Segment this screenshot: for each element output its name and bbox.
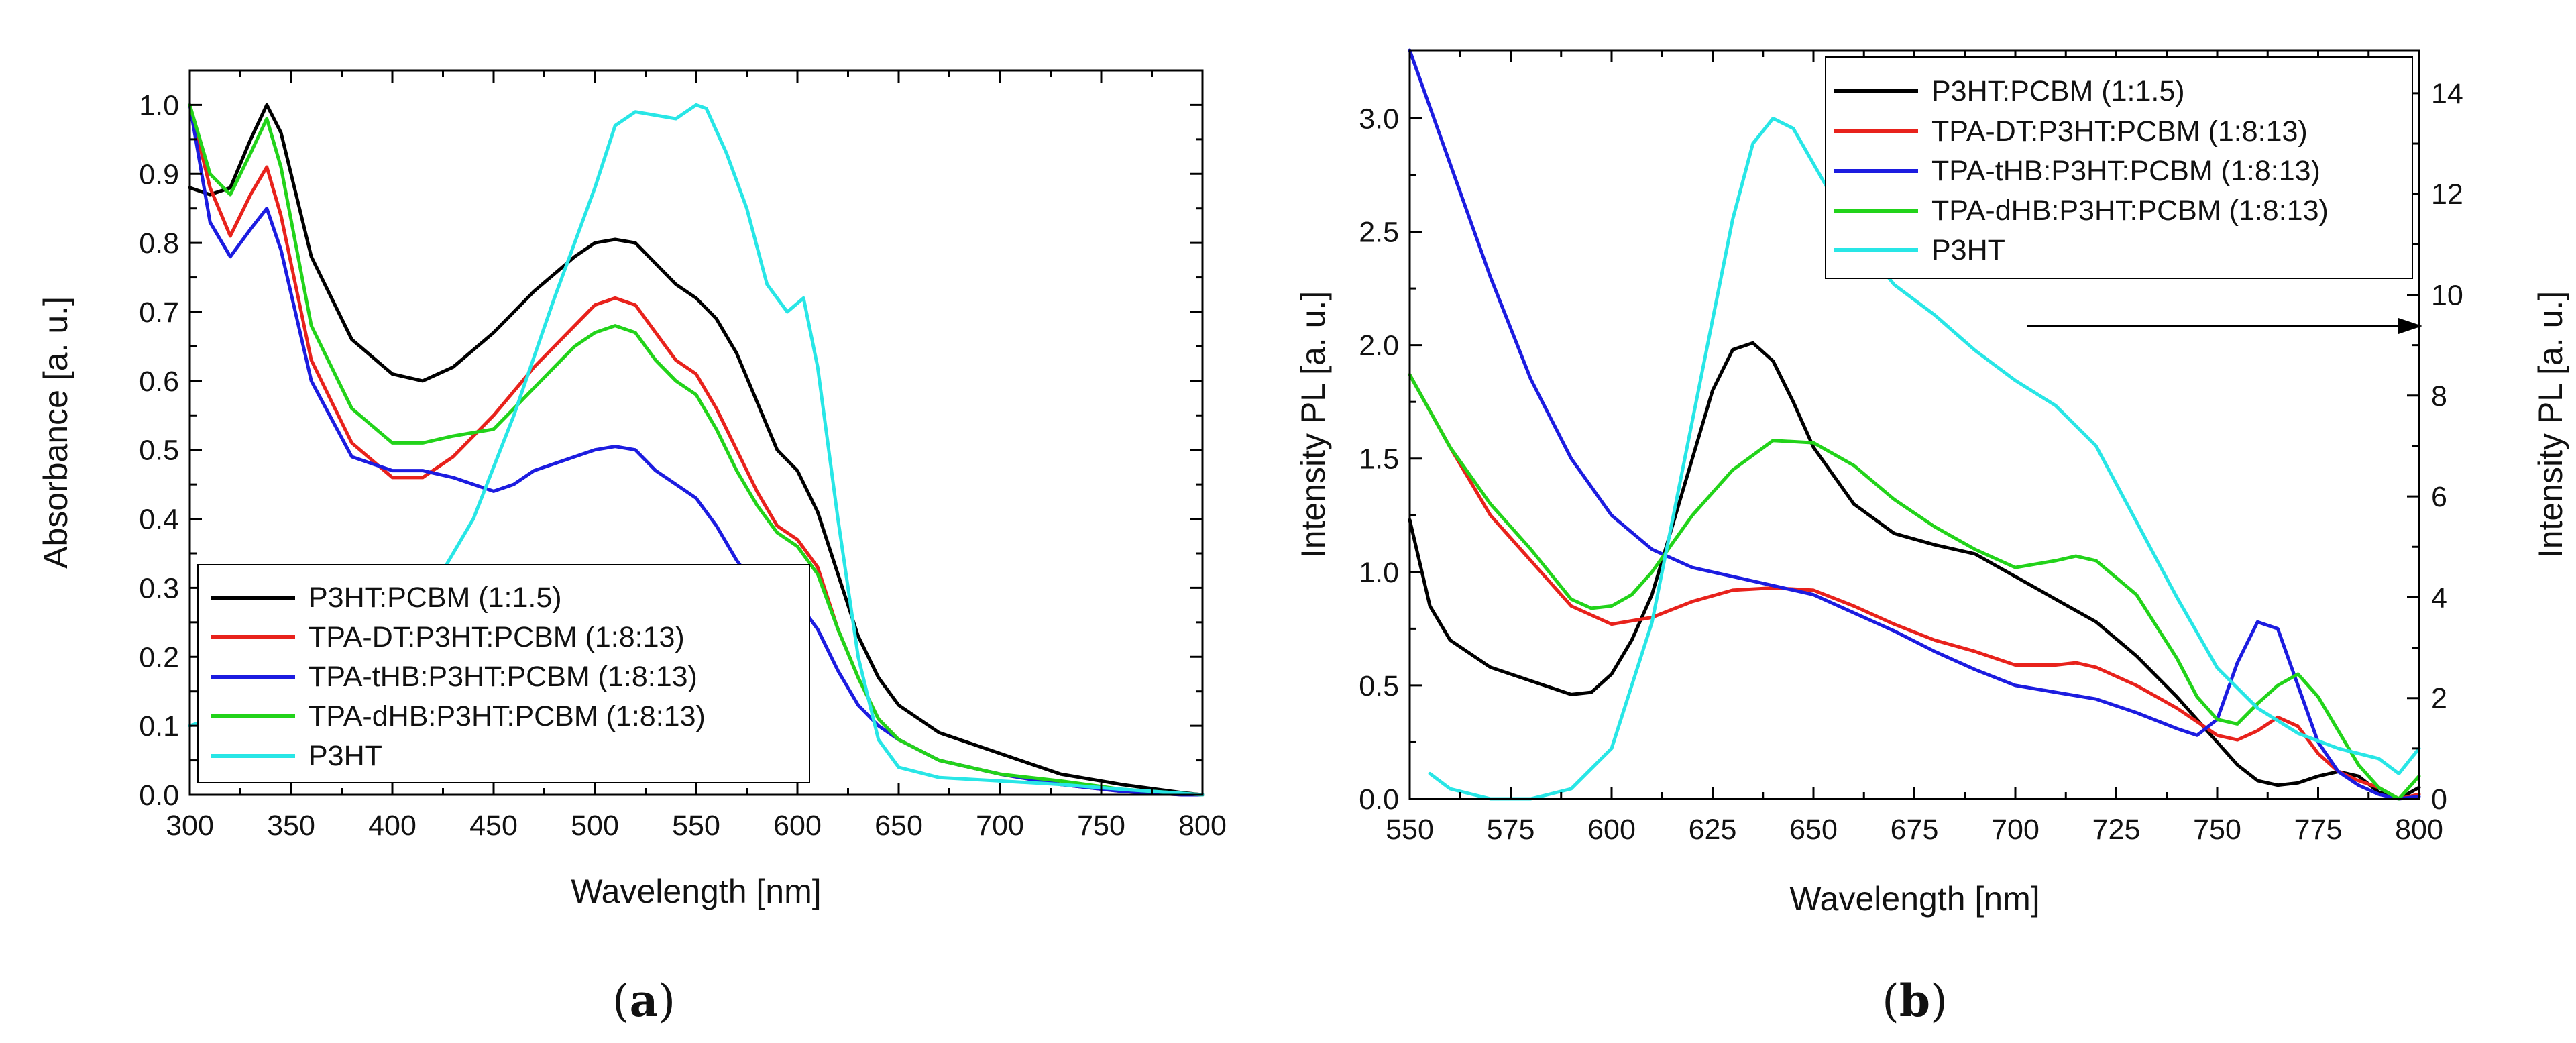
x-tick-label: 750 (1077, 810, 1125, 842)
pl-legend-label-tpa-dt: TPA-DT:P3HT:PCBM (1:8:13) (1931, 115, 2308, 148)
pl-legend-label-p3ht: P3HT (1931, 234, 2005, 266)
right-axis-arrow (2027, 318, 2422, 334)
y-right-tick-label: 6 (2431, 481, 2447, 513)
x-tick-label: 700 (976, 810, 1024, 842)
legend-label-tpa-dhb: TPA-dHB:P3HT:PCBM (1:8:13) (309, 700, 706, 732)
y-right-tick-label: 12 (2431, 178, 2463, 211)
series-line-tpa-dt-p3ht-pcbm-1-8-13 (1408, 373, 2421, 801)
y-right-tick-label: 14 (2431, 78, 2463, 110)
x-tick-label: 700 (1991, 814, 2039, 846)
photoluminescence-series (1408, 48, 2421, 801)
absorbance-legend-box (197, 564, 810, 783)
photoluminescence-chart: 550 575 600 625 650 675 700 725 750 775 800 0.0 0.5 1… (1294, 48, 2569, 1027)
series-line-p3ht (1428, 117, 2421, 801)
y-tick-label: 0.3 (139, 572, 179, 604)
pl-legend-label-tpa-dhb: TPA-dHB:P3HT:PCBM (1:8:13) (1931, 195, 2329, 227)
photoluminescence-ticks (1408, 50, 2420, 800)
x-tick-label: 550 (1386, 814, 1434, 846)
y-tick-label: 1.5 (1359, 443, 1399, 476)
panel-b-caption: (b) (1882, 975, 1948, 1027)
y-tick-label: 0.6 (139, 366, 179, 398)
panel-b-letter: b (1899, 975, 1930, 1027)
y-tick-label: 0.5 (139, 435, 179, 467)
y-tick-label: 0.5 (1359, 670, 1399, 702)
series-line-tpa-dhb-p3ht-pcbm-1-8-13 (1408, 373, 2421, 801)
y-right-tick-label: 2 (2431, 683, 2447, 715)
photoluminescence-legend: P3HT:PCBM (1:1.5) TPA-DT:P3HT:PCBM (1:8:… (1825, 56, 2413, 279)
absorbance-tick-labels: 300 350 400 450 500 550 600 650 700 750 800 0.0 0.1 0… (139, 89, 1227, 842)
x-tick-label: 400 (368, 810, 416, 842)
y-right-tick-label: 4 (2431, 582, 2447, 614)
x-tick-label: 750 (2193, 814, 2241, 846)
x-tick-label: 300 (166, 810, 214, 842)
absorbance-series (188, 103, 1205, 797)
panel-a-caption: (a) (612, 975, 675, 1027)
y-right-tick-label: 8 (2431, 380, 2447, 413)
absorbance-x-axis-label: Wavelength [nm] (571, 873, 821, 910)
absorbance-legend: P3HT:PCBM (1:1.5) TPA-DT:P3HT:PCBM (1:8:… (197, 564, 810, 783)
y-tick-label: 0.0 (139, 779, 179, 812)
x-tick-label: 550 (672, 810, 720, 842)
y-tick-label: 0.8 (139, 227, 179, 260)
y-tick-label: 0.2 (139, 641, 179, 673)
y-tick-label: 2.0 (1359, 330, 1399, 362)
legend-label-tpa-dt: TPA-DT:P3HT:PCBM (1:8:13) (309, 621, 685, 653)
y-tick-label: 0.1 (139, 710, 179, 743)
y-tick-label: 1.0 (139, 89, 179, 121)
right-axis-arrow-head (2398, 318, 2422, 334)
x-tick-label: 575 (1487, 814, 1535, 846)
series-line-tpa-dhb-p3ht-pcbm-1-8-13 (188, 103, 1205, 797)
pl-legend-label-tpa-thb: TPA-tHB:P3HT:PCBM (1:8:13) (1931, 155, 2320, 187)
x-tick-label: 675 (1891, 814, 1939, 846)
x-tick-label: 650 (1789, 814, 1838, 846)
legend-label-tpa-thb: TPA-tHB:P3HT:PCBM (1:8:13) (309, 661, 697, 693)
pl-x-axis-label: Wavelength [nm] (1789, 880, 2039, 918)
x-tick-label: 350 (267, 810, 315, 842)
pl-right-y-axis-label: Intensity PL [a. u.] (2532, 291, 2569, 558)
y-tick-label: 0.9 (139, 158, 179, 190)
absorbance-chart: 300 350 400 450 500 550 600 650 700 750 800 0.0 0.1 0… (37, 69, 1227, 1027)
x-tick-label: 450 (469, 810, 518, 842)
y-right-tick-label: 0 (2431, 783, 2447, 816)
series-line-tpa-thb-p3ht-pcbm-1-8-13 (1408, 48, 2421, 801)
x-tick-label: 600 (1587, 814, 1636, 846)
pl-legend-label-p3ht-pcbm: P3HT:PCBM (1:1.5) (1931, 75, 2185, 107)
photoluminescence-legend-box (1825, 56, 2413, 279)
y-tick-label: 0.0 (1359, 783, 1399, 816)
y-tick-label: 1.0 (1359, 557, 1399, 589)
x-tick-label: 650 (875, 810, 923, 842)
series-line-p3ht-pcbm-1-1-5 (188, 103, 1205, 797)
x-tick-label: 800 (1178, 810, 1227, 842)
y-tick-label: 2.5 (1359, 217, 1399, 249)
absorbance-y-axis-label: Absorbance [a. u.] (37, 296, 74, 569)
x-tick-label: 725 (2092, 814, 2141, 846)
series-line-p3ht-pcbm-1-1-5 (1408, 341, 2421, 801)
x-tick-label: 800 (2395, 814, 2443, 846)
legend-label-p3ht: P3HT (309, 740, 382, 772)
y-tick-label: 0.4 (139, 504, 179, 536)
pl-y-axis-label: Intensity PL [a. u.] (1294, 291, 1332, 558)
x-tick-label: 775 (2294, 814, 2343, 846)
x-tick-label: 600 (773, 810, 822, 842)
photoluminescence-tick-labels: 550 575 600 625 650 675 700 725 750 775 800 0.0 0.5 1… (1359, 78, 2463, 846)
y-tick-label: 0.7 (139, 296, 179, 329)
y-tick-label: 3.0 (1359, 103, 1399, 135)
panel-a-letter: a (630, 975, 659, 1027)
y-right-tick-label: 10 (2431, 279, 2463, 311)
x-tick-label: 625 (1689, 814, 1737, 846)
x-tick-label: 500 (571, 810, 619, 842)
legend-label-p3ht-pcbm: P3HT:PCBM (1:1.5) (309, 582, 562, 614)
